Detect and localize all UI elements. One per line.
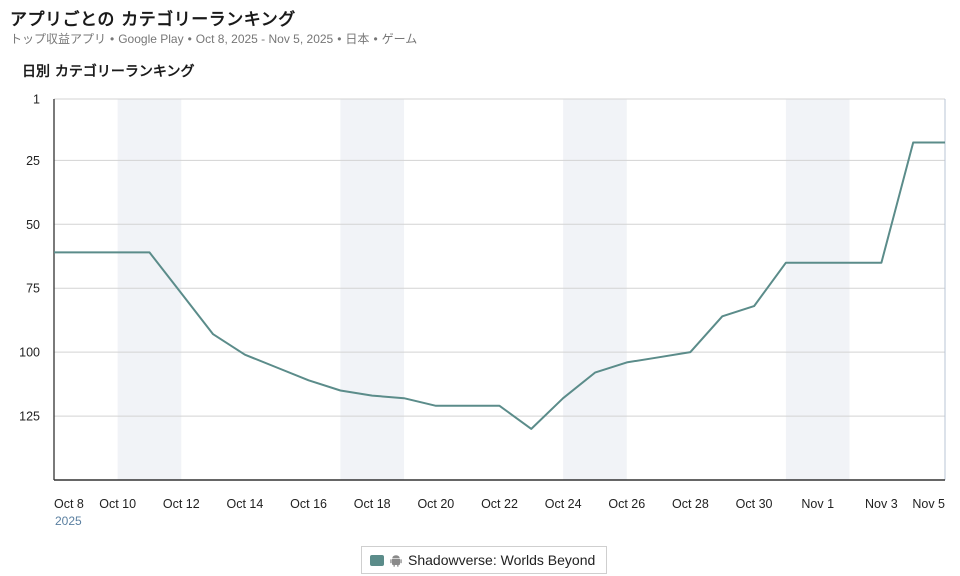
x-tick-label: Oct 24 [545,497,582,511]
y-tick-label: 50 [26,218,40,232]
y-tick-label: 125 [19,410,40,424]
subtitle-store: Google Play [118,32,184,46]
weekend-band [785,99,850,480]
x-tick-label: Oct 20 [417,497,454,511]
series-lines [54,141,945,430]
legend-item[interactable]: Shadowverse: Worlds Beyond [361,546,607,574]
x-year-label: 2025 [55,514,82,528]
weekend-band [563,99,627,480]
subtitle-category: ゲーム [381,32,418,46]
x-tick-label: Oct 16 [290,497,327,511]
page-title: アプリごとの カテゴリーランキング [10,10,296,30]
x-axis: Oct 8 Oct 10 Oct 12 Oct 14 Oct 16 Oct 18 Oct 2… [54,497,945,528]
subtitle: トップ収益アプリ • Google Play • Oct 8, 2025 - Nov 5… [10,32,418,46]
x-tick-label: Oct 26 [608,497,645,511]
weekend-bands [117,99,850,480]
weekend-band [117,99,182,480]
weekend-band [340,99,405,480]
series-line [54,141,945,430]
y-tick-label: 100 [19,346,40,360]
legend-swatch [370,554,384,566]
x-tick-label: Nov 1 [801,497,834,511]
subtitle-chart-type: トップ収益アプリ [10,32,107,46]
x-tick-label: Oct 30 [736,497,773,511]
legend-label: Shadowverse: Worlds Beyond [408,552,596,568]
x-tick-label: Nov 5 [912,497,945,511]
chart-title: 日別 カテゴリーランキング [22,64,195,80]
x-tick-label: Oct 28 [672,497,709,511]
x-tick-label: Oct 22 [481,497,518,511]
x-tick-label: Oct 8 [54,497,84,511]
grid-lines [53,98,946,481]
x-tick-label: Oct 12 [163,497,200,511]
x-tick-label: Oct 14 [227,497,264,511]
subtitle-date-range: Oct 8, 2025 - Nov 5, 2025 [195,32,334,46]
x-tick-label: Oct 18 [354,497,391,511]
subtitle-country: 日本 [345,32,370,46]
y-tick-label: 1 [33,93,40,107]
x-tick-label: Nov 3 [865,497,898,511]
android-icon [390,554,402,567]
y-tick-label: 75 [26,282,40,296]
y-tick-label: 25 [26,154,40,168]
x-tick-label: Oct 10 [99,497,136,511]
